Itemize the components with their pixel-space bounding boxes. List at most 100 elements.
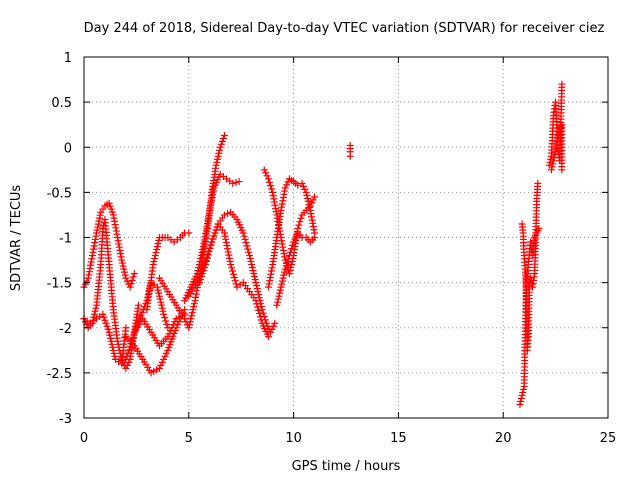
data-point: [122, 355, 130, 363]
data-point: [156, 295, 164, 303]
data-point: [121, 271, 129, 279]
data-point: [286, 248, 294, 256]
data-point: [346, 152, 354, 160]
data-point: [232, 280, 240, 288]
x-tick-labels: 0 5 10 15 20 25: [80, 431, 616, 446]
data-point: [292, 232, 300, 240]
data-point: [101, 316, 109, 324]
data-point: [154, 286, 162, 294]
data-point: [277, 283, 285, 291]
data-point: [256, 313, 264, 321]
y-tick-label: -1.5: [47, 277, 72, 292]
y-tick-label: -3: [59, 412, 72, 427]
data-point: [268, 185, 276, 193]
data-point: [222, 238, 230, 246]
data-point: [220, 211, 228, 219]
data-point: [257, 316, 265, 324]
data-point: [126, 343, 134, 351]
data-point: [92, 304, 100, 312]
data-point: [196, 276, 204, 284]
data-point: [208, 238, 216, 246]
data-point: [120, 265, 128, 273]
data-point: [260, 166, 268, 174]
data-point: [225, 254, 233, 262]
data-point: [255, 310, 263, 318]
axis-ticks: [83, 56, 609, 419]
data-point: [265, 178, 273, 186]
data-point: [164, 324, 172, 332]
data-point: [302, 188, 310, 196]
data-point: [518, 391, 526, 399]
data-point: [304, 194, 312, 202]
data-point: [519, 385, 527, 393]
data-point: [153, 243, 161, 251]
data-point: [227, 261, 235, 269]
data-point: [248, 264, 256, 272]
data-point: [274, 295, 282, 303]
data-point: [162, 317, 170, 325]
data-point: [171, 318, 179, 326]
data-point: [248, 261, 256, 269]
data-point: [124, 349, 132, 357]
data-point: [123, 277, 131, 285]
data-point: [551, 151, 559, 159]
data-point: [284, 255, 292, 263]
y-tick-label: 0.5: [51, 96, 72, 111]
data-point: [202, 257, 210, 265]
data-point: [159, 307, 167, 315]
data-point: [558, 80, 566, 88]
data-point: [161, 314, 169, 322]
data-point: [309, 196, 317, 204]
data-point: [285, 270, 293, 278]
data-point: [219, 134, 227, 142]
data-point: [209, 235, 217, 243]
x-tick-label: 10: [285, 431, 302, 446]
data-point: [240, 232, 248, 240]
x-tick-label: 15: [390, 431, 407, 446]
data-point: [299, 182, 307, 190]
data-point: [165, 330, 173, 338]
y-tick-label: -0.5: [47, 186, 72, 201]
data-point: [197, 273, 205, 281]
data-point: [103, 322, 111, 330]
data-point: [158, 301, 166, 309]
data-point: [273, 301, 281, 309]
data-point: [225, 251, 233, 259]
data-point: [161, 352, 169, 360]
data-point: [282, 262, 290, 270]
data-point: [311, 234, 319, 241]
data-point: [185, 229, 193, 237]
data-point: [127, 280, 135, 288]
data-point: [253, 282, 261, 290]
data-point: [218, 137, 226, 145]
data-point: [297, 214, 305, 222]
data-point: [123, 361, 131, 369]
data-point: [281, 268, 289, 276]
data-point: [247, 258, 255, 266]
data-point: [128, 336, 136, 344]
data-point: [134, 301, 142, 309]
data-point: [231, 277, 239, 285]
data-point: [122, 364, 130, 372]
data-point: [206, 244, 214, 252]
data-point: [114, 337, 122, 345]
data-point: [268, 325, 276, 333]
data-point: [547, 166, 555, 174]
data-point: [81, 280, 89, 288]
data-point: [264, 175, 272, 183]
data-point: [222, 235, 230, 243]
data-point: [195, 261, 203, 269]
data-point: [132, 324, 140, 332]
data-point: [137, 312, 145, 320]
data-point: [155, 364, 163, 372]
series-arc-g: [143, 229, 193, 314]
data-point: [205, 248, 213, 256]
y-tick-label: -2.5: [47, 367, 72, 382]
x-tick-label: 20: [495, 431, 512, 446]
data-point: [122, 274, 130, 282]
data-point: [252, 279, 260, 287]
data-point: [303, 191, 311, 199]
data-point: [283, 258, 291, 266]
series-arc-f: [122, 279, 172, 363]
chart-title: Day 244 of 2018, Sidereal Day-to-day VTE…: [84, 21, 605, 36]
